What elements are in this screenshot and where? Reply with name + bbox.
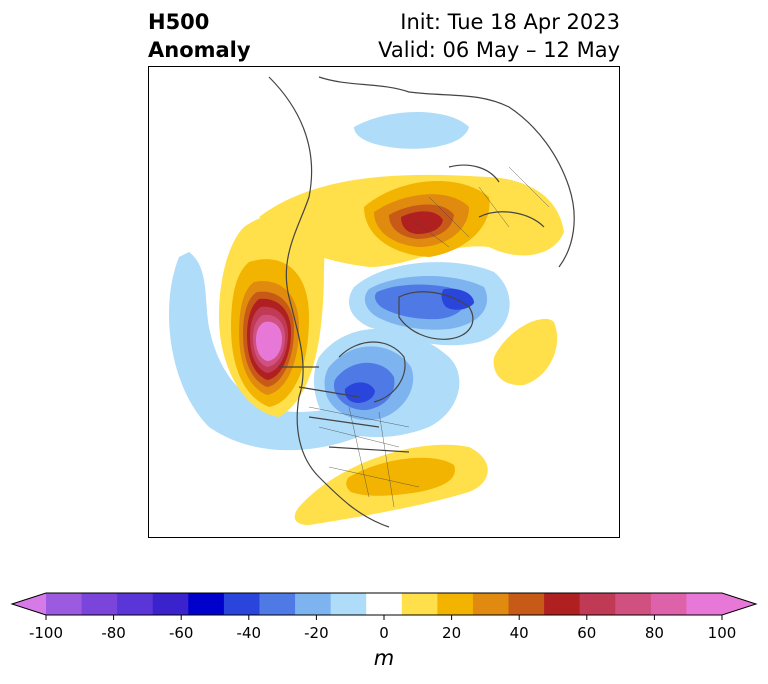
valid-range: Valid: 06 May – 12 May: [378, 38, 620, 62]
colorbar-swatch: [401, 593, 438, 615]
colorbar-tick-label: 20: [442, 624, 462, 642]
colorbar-tick-label: -40: [236, 624, 262, 642]
anomaly-contour-neg-pacific: [169, 252, 403, 451]
colorbar-tick-label: -80: [101, 624, 126, 642]
coastlines: [268, 76, 575, 528]
colorbar-swatches: [10, 592, 758, 620]
init-date: Init: Tue 18 Apr 2023: [400, 10, 620, 34]
colorbar-swatch: [615, 593, 652, 615]
colorbar-swatch: [366, 593, 403, 615]
colorbar-tick-label: 60: [577, 624, 597, 642]
colorbar-extend-low: [12, 593, 46, 615]
colorbar-unit: m: [373, 646, 395, 670]
colorbar-tick-label: 40: [509, 624, 529, 642]
title-variable: H500: [148, 10, 210, 34]
colorbar-swatch: [472, 593, 510, 615]
colorbar-tick-label: -20: [304, 624, 329, 642]
title-field: Anomaly: [148, 38, 251, 62]
colorbar-swatch: [508, 593, 545, 615]
anomaly-contour-pos-atlantic: [493, 318, 558, 386]
anomaly-map: [148, 66, 620, 538]
colorbar: [10, 592, 758, 620]
colorbar-swatch: [295, 593, 332, 615]
colorbar-swatch: [686, 593, 723, 615]
colorbar-swatch: [544, 593, 581, 615]
colorbar-tick-label: 100: [707, 624, 737, 642]
colorbar-swatch: [223, 593, 260, 615]
colorbar-swatch: [188, 593, 225, 615]
colorbar-swatch: [330, 593, 367, 615]
colorbar-swatch: [437, 593, 474, 615]
colorbar-swatch: [117, 593, 154, 615]
colorbar-swatch: [152, 593, 189, 615]
anomaly-contour-neg-siberia: [354, 112, 469, 149]
colorbar-tick-label: -60: [168, 624, 194, 642]
colorbar-swatch: [579, 593, 616, 615]
colorbar-tick-label: -100: [28, 624, 64, 642]
colorbar-swatch: [259, 593, 296, 615]
colorbar-swatch: [81, 593, 118, 615]
colorbar-tick-label: 80: [644, 624, 664, 642]
political-borders: [308, 166, 550, 508]
map-dates: Init: Tue 18 Apr 2023 Valid: 06 May – 12…: [378, 8, 620, 64]
map-canvas: [169, 76, 575, 528]
colorbar-extend-high: [722, 593, 756, 615]
colorbar-swatch: [650, 593, 687, 615]
colorbar-tick-label: 0: [379, 624, 389, 642]
colorbar-swatch: [46, 593, 83, 615]
map-title: H500 Anomaly: [148, 8, 251, 64]
